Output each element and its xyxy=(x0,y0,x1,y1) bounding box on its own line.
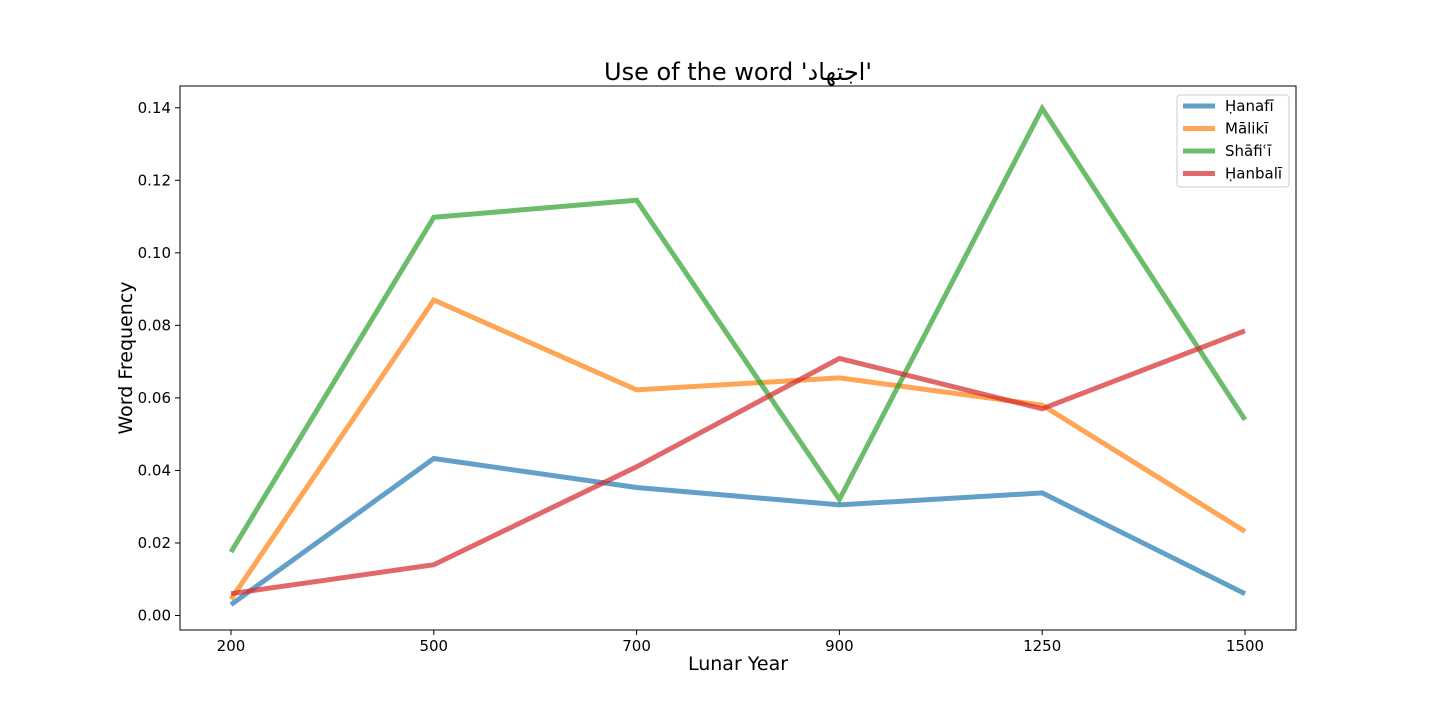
x-tick-label: 200 xyxy=(217,637,246,655)
legend-entry: Mālikī xyxy=(1225,120,1269,138)
x-tick-label: 700 xyxy=(622,637,651,655)
legend-box xyxy=(1176,94,1290,188)
series-line-2 xyxy=(228,296,1247,601)
y-tick-label: 0.10 xyxy=(138,244,171,262)
y-tick-label: 0.12 xyxy=(138,171,171,189)
chart-title: Use of the word 'اجتهاد' xyxy=(604,58,872,86)
series-line-3 xyxy=(228,103,1248,554)
y-axis: 0.00 0.02 0.04 0.06 0.08 0.10 0.12 0.14 xyxy=(138,99,180,624)
y-tick-label: 0.06 xyxy=(138,389,171,407)
x-tick-label: 1250 xyxy=(1023,637,1061,655)
plot-frame xyxy=(179,85,1297,631)
series-lines xyxy=(228,103,1248,607)
y-axis-label: Word Frequency xyxy=(115,281,137,434)
y-tick-label: 0.02 xyxy=(138,534,171,552)
y-tick-label: 0.00 xyxy=(138,606,171,624)
x-axis-label: Lunar Year xyxy=(688,653,788,675)
series-line-1 xyxy=(229,455,1247,607)
x-axis: 200 500 700 900 1250 1500 xyxy=(217,630,1264,655)
legend: Ḥanafī Mālikī Shāfiʿī Ḥanbalī xyxy=(1176,94,1290,188)
legend-entry: Ḥanafī xyxy=(1225,97,1274,115)
legend-entry: Shāfiʿī xyxy=(1225,142,1272,160)
y-tick-label: 0.04 xyxy=(138,461,171,479)
y-tick-label: 0.14 xyxy=(138,99,171,117)
x-tick-label: 1500 xyxy=(1226,637,1264,655)
legend-entry: Ḥanbalī xyxy=(1225,165,1283,183)
x-tick-label: 500 xyxy=(419,637,448,655)
series-line-4 xyxy=(230,328,1246,597)
x-tick-label: 900 xyxy=(825,637,854,655)
y-tick-label: 0.08 xyxy=(138,316,171,334)
